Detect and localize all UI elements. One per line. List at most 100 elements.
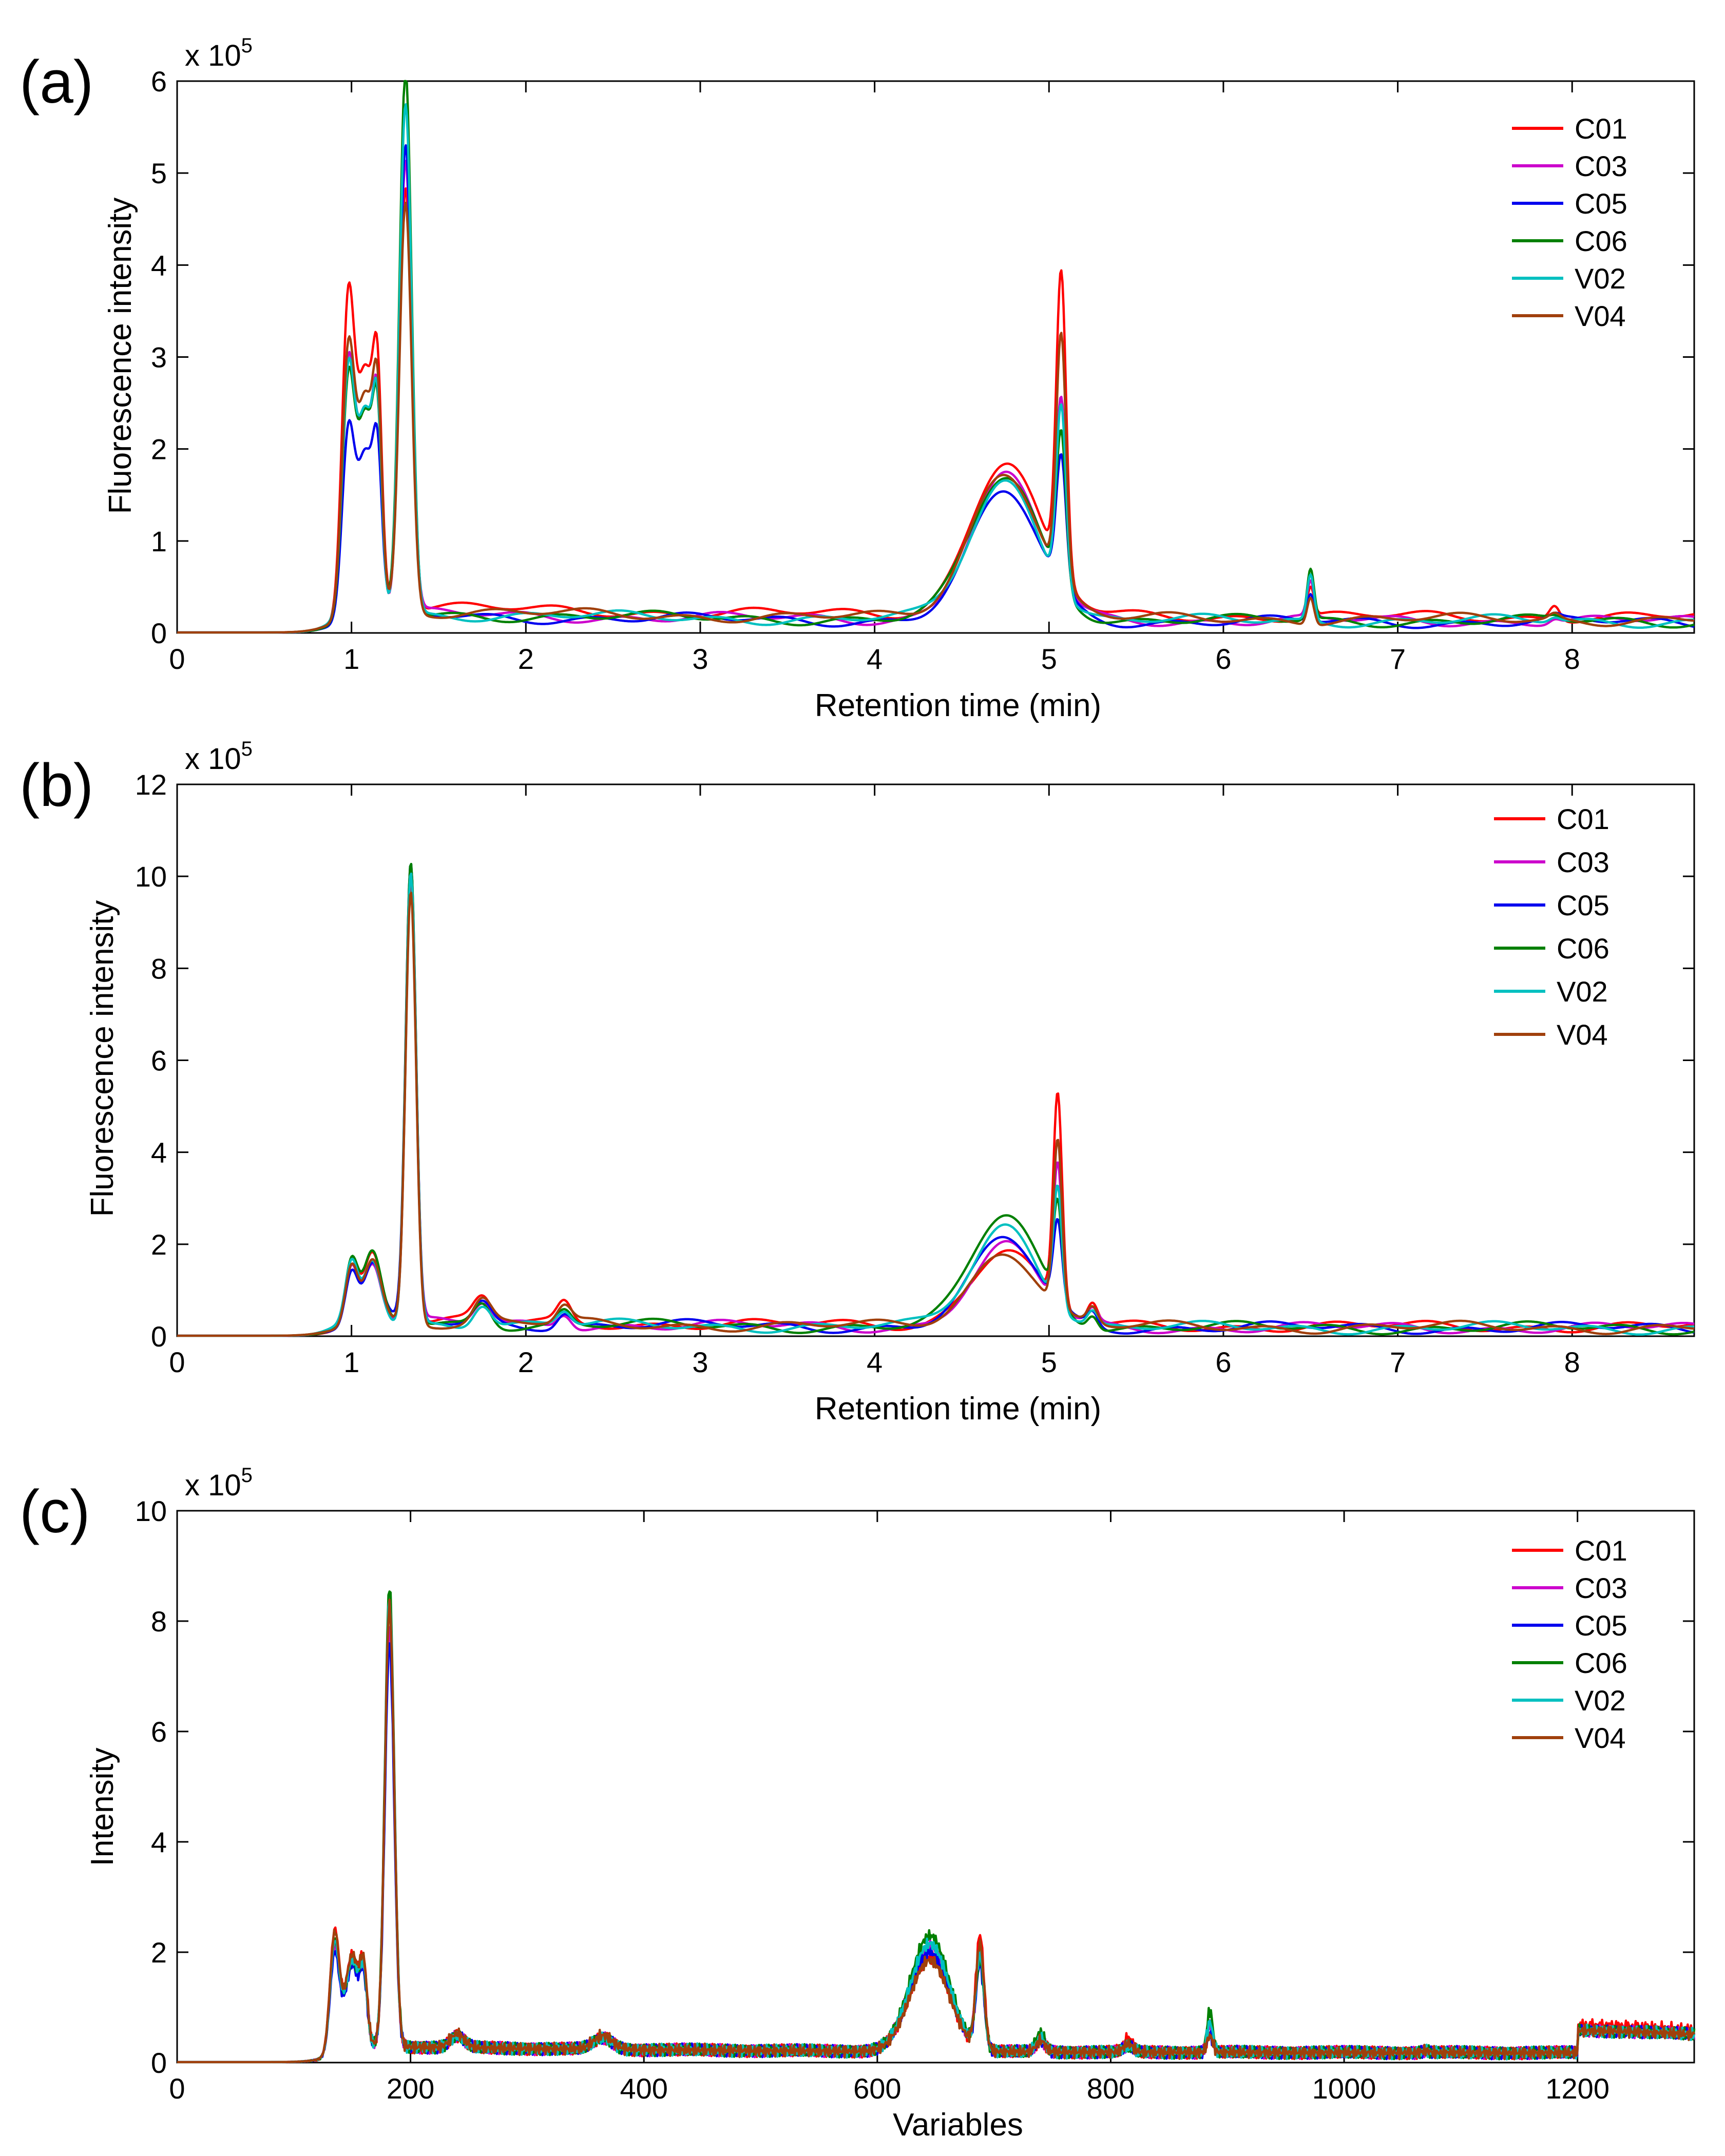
panel-b-tag: (b) bbox=[20, 752, 93, 819]
y-tick-label: 2 bbox=[151, 433, 167, 466]
panel-c-ticks: 0 200 400 600 800 1000 1200 0 2 4 6 8 10 bbox=[135, 1495, 1694, 2105]
legend-label-v02: V02 bbox=[1557, 975, 1608, 1008]
y-tick-label: 6 bbox=[151, 1716, 167, 1748]
series-line-v04 bbox=[177, 892, 1695, 1337]
panel-a-tag: (a) bbox=[20, 48, 93, 116]
y-tick-label: 0 bbox=[151, 617, 167, 649]
legend-label-c01: C01 bbox=[1575, 1534, 1627, 1567]
series-line-v02 bbox=[177, 1599, 1696, 2064]
x-tick-label: 3 bbox=[692, 1346, 708, 1378]
x-tick-label: 600 bbox=[853, 2072, 901, 2105]
y-tick-label: 2 bbox=[151, 1936, 167, 1969]
panel-b-ylabel: Fluorescence intensity bbox=[85, 900, 120, 1217]
x-tick-label: 6 bbox=[1215, 643, 1231, 675]
panel-a-legend: C01 C03 C05 C06 V02 V04 bbox=[1512, 112, 1627, 332]
legend-label-v04: V04 bbox=[1557, 1018, 1608, 1051]
y-tick-label: 4 bbox=[151, 1137, 167, 1169]
legend-label-c03: C03 bbox=[1575, 150, 1627, 182]
panel-a: (a) x 105 Fluorescence intensity Retenti… bbox=[20, 34, 1695, 723]
series-line-v04 bbox=[177, 1599, 1695, 2064]
y-tick-label: 6 bbox=[151, 1045, 167, 1077]
x-tick-label: 6 bbox=[1215, 1346, 1231, 1378]
series-line-v02 bbox=[177, 872, 1695, 1337]
series-line-c06 bbox=[177, 1590, 1696, 2064]
y-tick-label: 8 bbox=[151, 1605, 167, 1638]
legend-label-c05: C05 bbox=[1557, 889, 1609, 921]
y-tick-label: 12 bbox=[135, 768, 167, 801]
panel-a-ticks: 0 1 2 3 4 5 6 7 8 0 1 2 3 4 5 6 bbox=[151, 65, 1694, 675]
y-tick-label: 4 bbox=[151, 1826, 167, 1858]
legend-label-c01: C01 bbox=[1557, 803, 1609, 835]
panel-b-scale: x 105 bbox=[185, 738, 253, 776]
x-tick-label: 0 bbox=[169, 1346, 185, 1378]
panel-c-legend: C01 C03 C05 C06 V02 V04 bbox=[1512, 1534, 1627, 1754]
panel-b-legend: C01 C03 C05 C06 V02 V04 bbox=[1494, 803, 1609, 1051]
series-line-v04 bbox=[177, 201, 1695, 634]
panel-c-ylabel: Intensity bbox=[85, 1748, 120, 1866]
x-tick-label: 400 bbox=[620, 2072, 668, 2105]
legend-label-v02: V02 bbox=[1575, 262, 1626, 295]
x-tick-label: 0 bbox=[169, 2072, 185, 2105]
series-line-c05 bbox=[177, 1642, 1696, 2064]
legend-label-c03: C03 bbox=[1575, 1572, 1627, 1604]
legend-label-c06: C06 bbox=[1575, 1647, 1627, 1679]
panel-b-xlabel: Retention time (min) bbox=[815, 1391, 1101, 1427]
x-tick-label: 1 bbox=[343, 643, 359, 675]
x-tick-label: 7 bbox=[1390, 643, 1406, 675]
y-tick-label: 4 bbox=[151, 249, 167, 281]
x-tick-label: 2 bbox=[518, 643, 534, 675]
y-tick-label: 6 bbox=[151, 65, 167, 98]
y-tick-label: 1 bbox=[151, 525, 167, 557]
y-tick-label: 5 bbox=[151, 157, 167, 189]
x-tick-label: 1000 bbox=[1312, 2072, 1376, 2105]
y-tick-label: 8 bbox=[151, 952, 167, 985]
series-line-c01 bbox=[177, 187, 1695, 634]
legend-label-c05: C05 bbox=[1575, 1609, 1627, 1642]
x-tick-label: 0 bbox=[169, 643, 185, 675]
y-tick-label: 0 bbox=[151, 1320, 167, 1353]
y-tick-label: 3 bbox=[151, 341, 167, 374]
x-tick-label: 4 bbox=[867, 1346, 883, 1378]
panel-b-series bbox=[177, 862, 1695, 1337]
legend-label-c06: C06 bbox=[1557, 932, 1609, 965]
series-line-c03 bbox=[177, 1626, 1696, 2064]
x-tick-label: 800 bbox=[1087, 2072, 1135, 2105]
panel-a-series bbox=[177, 80, 1695, 634]
panel-c-scale: x 105 bbox=[185, 1464, 253, 1502]
panel-c-tag: (c) bbox=[20, 1478, 90, 1546]
legend-label-v04: V04 bbox=[1575, 300, 1626, 332]
x-tick-label: 5 bbox=[1041, 1346, 1057, 1378]
x-tick-label: 7 bbox=[1390, 1346, 1406, 1378]
panel-c-series bbox=[177, 1590, 1696, 2064]
y-tick-label: 10 bbox=[135, 1495, 167, 1527]
panel-c: (c) x 105 Intensity Variables 0 200 400 600… bbox=[20, 1464, 1696, 2143]
x-tick-label: 8 bbox=[1564, 643, 1580, 675]
legend-label-v02: V02 bbox=[1575, 1684, 1626, 1717]
legend-label-c06: C06 bbox=[1575, 225, 1627, 257]
panel-c-axes-box bbox=[176, 1510, 1695, 2064]
legend-label-c05: C05 bbox=[1575, 187, 1627, 220]
legend-label-c01: C01 bbox=[1575, 112, 1627, 145]
x-tick-label: 8 bbox=[1564, 1346, 1580, 1378]
series-line-c03 bbox=[177, 160, 1695, 634]
panel-a-scale: x 105 bbox=[185, 34, 253, 72]
series-line-c06 bbox=[177, 80, 1695, 634]
panel-a-xlabel: Retention time (min) bbox=[815, 688, 1101, 723]
x-tick-label: 200 bbox=[387, 2072, 434, 2105]
x-tick-label: 4 bbox=[867, 643, 883, 675]
panel-b: (b) x 105 Fluorescence intensity Retenti… bbox=[20, 738, 1695, 1427]
y-tick-label: 10 bbox=[135, 860, 167, 893]
x-tick-label: 3 bbox=[692, 643, 708, 675]
x-tick-label: 1 bbox=[343, 1346, 359, 1378]
series-line-v02 bbox=[177, 103, 1695, 634]
legend-label-c03: C03 bbox=[1557, 846, 1609, 878]
y-tick-label: 0 bbox=[151, 2047, 167, 2079]
x-tick-label: 1200 bbox=[1545, 2072, 1609, 2105]
x-tick-label: 5 bbox=[1041, 643, 1057, 675]
y-tick-label: 2 bbox=[151, 1228, 167, 1261]
series-line-c06 bbox=[177, 862, 1695, 1337]
legend-label-v04: V04 bbox=[1575, 1722, 1626, 1754]
series-line-c01 bbox=[177, 1604, 1695, 2064]
